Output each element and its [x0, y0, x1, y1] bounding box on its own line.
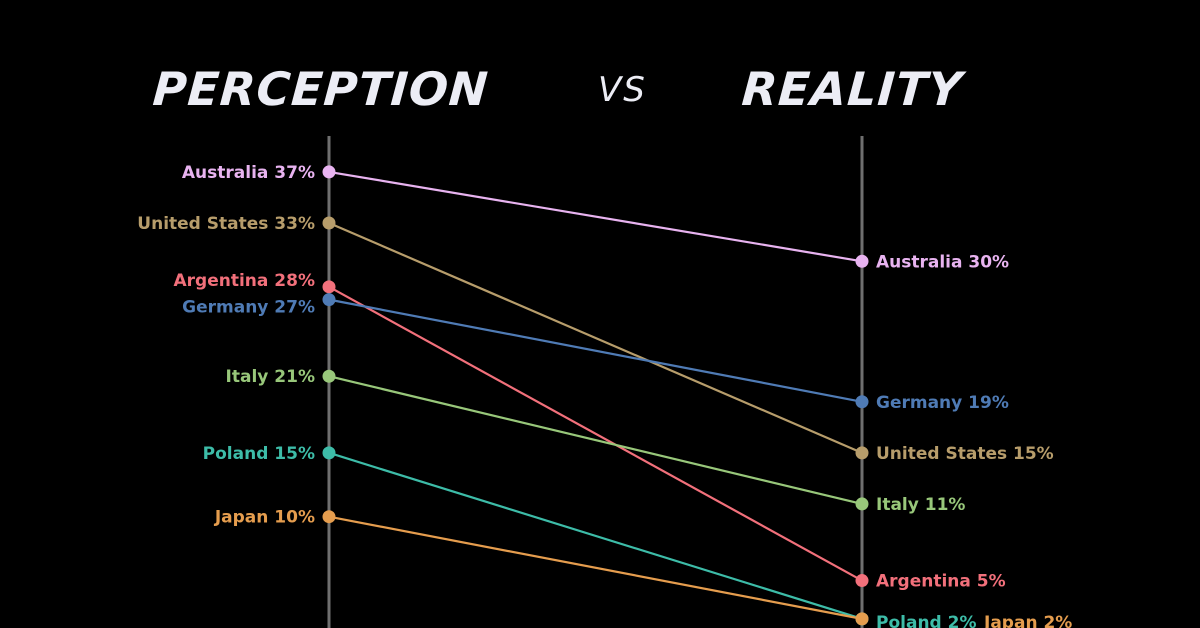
label-perception-germany: Germany 27% — [182, 298, 315, 318]
series-line-argentina — [328, 285, 863, 582]
point-reality-australia — [855, 254, 869, 268]
label-perception-italy: Italy 21% — [226, 367, 315, 387]
label-reality-australia: Australia 30% — [876, 252, 1009, 272]
label-reality-united-states: United States 15% — [876, 444, 1054, 464]
label-reality-poland: Poland 2% — [876, 613, 977, 628]
label-reality-japan: Japan 2% — [983, 613, 1072, 628]
label-reality-germany: Germany 19% — [876, 393, 1009, 413]
point-perception-germany — [322, 293, 336, 307]
series-line-australia — [328, 170, 863, 263]
point-perception-poland — [322, 446, 336, 460]
point-perception-argentina — [322, 280, 336, 294]
series-line-germany — [328, 298, 863, 403]
series-line-japan — [328, 515, 863, 620]
label-perception-australia: Australia 37% — [182, 163, 315, 183]
point-perception-united-states — [322, 216, 336, 230]
label-reality-italy: Italy 11% — [876, 495, 965, 515]
point-perception-australia — [322, 165, 336, 179]
point-perception-japan — [322, 510, 336, 524]
label-reality-argentina: Argentina 5% — [876, 572, 1006, 592]
point-perception-italy — [322, 369, 336, 383]
vs-label: VS — [598, 70, 647, 110]
series-line-united-states — [328, 221, 863, 454]
label-perception-united-states: United States 33% — [137, 214, 315, 234]
label-perception-japan: Japan 10% — [214, 508, 315, 528]
point-reality-germany — [855, 395, 869, 409]
point-reality-united-states — [855, 446, 869, 460]
series-line-italy — [328, 375, 863, 505]
label-perception-poland: Poland 15% — [203, 444, 315, 464]
series-line-poland — [328, 451, 863, 620]
point-reality-japan — [855, 612, 869, 626]
point-reality-argentina — [855, 574, 869, 588]
point-reality-italy — [855, 497, 869, 511]
label-perception-argentina: Argentina 28% — [174, 271, 315, 291]
